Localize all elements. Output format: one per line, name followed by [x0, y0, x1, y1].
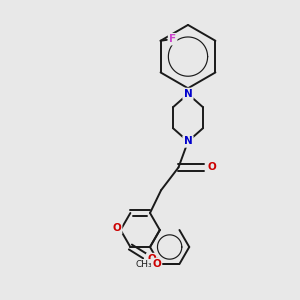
Text: N: N [184, 89, 192, 99]
Text: O: O [147, 254, 156, 264]
Text: CH₃: CH₃ [136, 260, 152, 268]
Text: O: O [207, 162, 216, 172]
Text: N: N [184, 136, 192, 146]
Text: O: O [152, 259, 161, 269]
Text: O: O [112, 224, 121, 233]
Text: F: F [169, 34, 176, 44]
